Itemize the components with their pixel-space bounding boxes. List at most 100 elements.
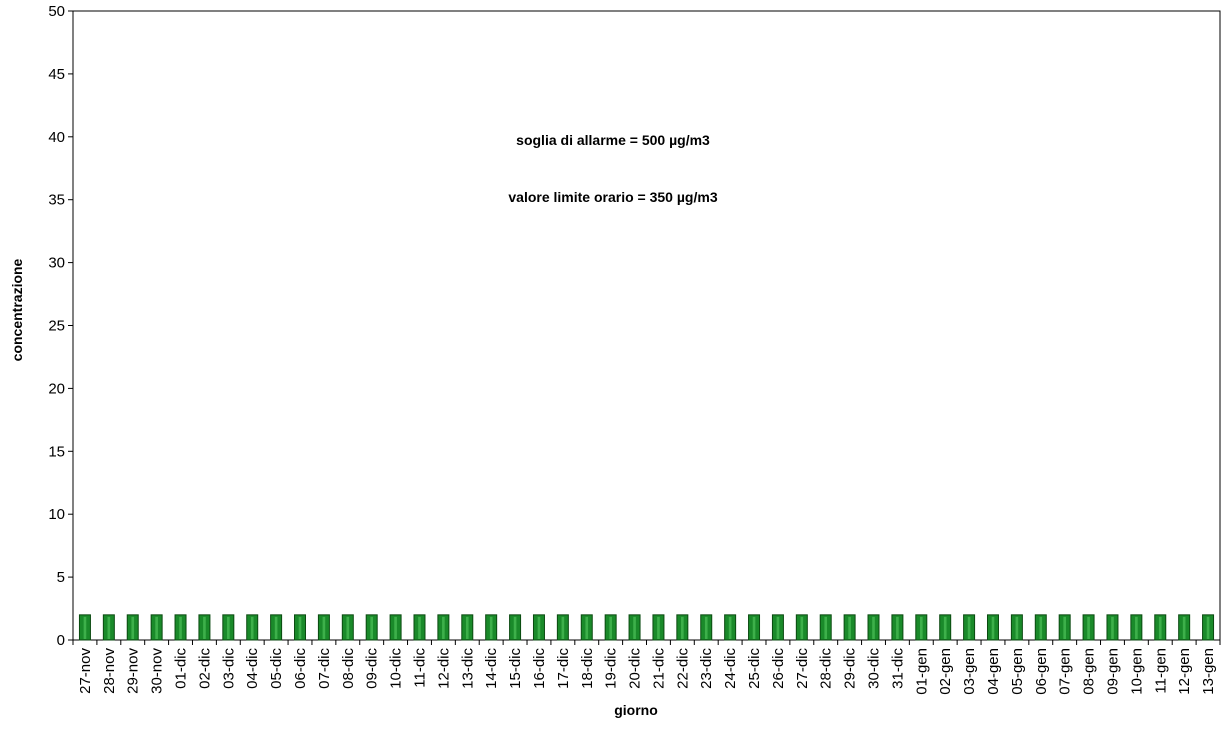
bar-highlight (848, 616, 851, 639)
x-tick-label: 28-dic (818, 648, 835, 689)
x-tick-label: 08-gen (1081, 648, 1098, 695)
x-tick-label: 07-gen (1057, 648, 1074, 695)
x-axis-title: giorno (614, 702, 658, 718)
x-tick-label: 15-dic (507, 648, 524, 689)
bar-highlight (919, 616, 923, 639)
bar-highlight (83, 616, 87, 639)
bar-highlight (776, 616, 780, 639)
x-tick-label: 06-dic (292, 648, 309, 689)
bar-highlight (1063, 616, 1066, 639)
bar-highlight (1206, 616, 1210, 639)
bar-highlight (227, 616, 230, 639)
x-tick-label: 19-dic (603, 648, 620, 689)
bar-highlight (370, 616, 374, 639)
x-tick-label: 16-dic (531, 648, 548, 689)
bar-highlight (800, 616, 804, 639)
bar-highlight (609, 616, 612, 639)
x-tick-label: 03-gen (961, 648, 978, 695)
x-tick-label: 12-gen (1176, 648, 1193, 695)
bar-highlight (298, 616, 302, 639)
bar-highlight (704, 616, 708, 639)
x-tick-label: 08-dic (340, 648, 357, 689)
y-tick-label: 10 (48, 506, 65, 523)
y-tick-label: 35 (48, 192, 65, 209)
x-tick-label: 03-dic (220, 648, 237, 689)
bar-highlight (537, 616, 541, 639)
bar-highlight (489, 616, 493, 639)
bar-highlight (442, 616, 445, 639)
x-tick-label: 29-dic (842, 648, 859, 689)
bar-highlight (1135, 616, 1138, 639)
annotation-hourly-limit: valore limite orario = 350 µg/m3 (508, 189, 717, 205)
bar-highlight (991, 616, 995, 639)
bar-highlight (561, 616, 565, 639)
x-tick-label: 11-dic (411, 648, 428, 688)
bar-highlight (322, 616, 326, 639)
x-tick-label: 28-nov (101, 648, 118, 694)
bars-group (78, 614, 1215, 641)
bar-highlight (179, 616, 182, 639)
x-tick-label: 05-gen (1009, 648, 1026, 695)
bar-highlight (346, 616, 350, 639)
x-tick-label: 21-dic (650, 648, 667, 689)
x-tick-label: 22-dic (674, 648, 691, 689)
x-tick-label: 02-gen (937, 648, 954, 695)
bar-highlight (967, 616, 971, 639)
y-tick-label: 50 (48, 3, 65, 20)
plot-frame (72, 10, 1221, 641)
x-tick-label: 12-dic (435, 648, 452, 689)
bar-highlight (752, 616, 756, 639)
bar-highlight (203, 616, 206, 639)
x-tick-label: 13-gen (1200, 648, 1217, 695)
bar-highlight (1111, 616, 1114, 639)
plot-area (72, 10, 1221, 641)
x-tick-label: 04-dic (244, 648, 261, 689)
x-tick-label: 29-nov (125, 648, 142, 694)
x-tick-label: 01-dic (173, 648, 190, 689)
x-tick-label: 05-dic (268, 648, 285, 689)
x-tick-label: 26-dic (770, 648, 787, 689)
bar-highlight (394, 616, 397, 639)
bar-highlight (728, 616, 732, 639)
x-tick-label: 06-gen (1033, 648, 1050, 695)
bar-highlight (274, 616, 278, 639)
x-axis: 27-nov 28-nov 29-nov 30-nov 01-dic 02-dic 03-d… (72, 640, 1221, 695)
x-tick-label: 09-gen (1104, 648, 1121, 695)
x-tick-label: 20-dic (627, 648, 644, 689)
bar-highlight (872, 616, 875, 639)
bar-highlight (943, 616, 947, 639)
bar-highlight (465, 616, 469, 639)
y-tick-label: 20 (48, 380, 65, 397)
y-tick-label: 15 (48, 443, 65, 460)
x-tick-label: 01-gen (913, 648, 930, 695)
x-tick-label: 17-dic (555, 648, 572, 689)
x-tick-label: 10-dic (388, 648, 405, 689)
x-tick-label: 18-dic (579, 648, 596, 689)
x-tick-label: 25-dic (746, 648, 763, 689)
x-tick-label: 07-dic (316, 648, 333, 689)
y-tick-label: 45 (48, 66, 65, 83)
bar-highlight (155, 616, 158, 639)
y-tick-label: 40 (48, 129, 65, 146)
x-tick-label: 23-dic (698, 648, 715, 689)
x-tick-label: 31-dic (889, 648, 906, 689)
bar-highlight (107, 616, 111, 639)
bar-highlight (131, 616, 135, 639)
bar-highlight (824, 616, 828, 639)
x-tick-label: 30-dic (866, 648, 883, 689)
y-axis-title: concentrazione (9, 258, 25, 361)
y-tick-label: 5 (57, 569, 65, 586)
bar-highlight (513, 616, 517, 639)
x-tick-label: 24-dic (722, 648, 739, 689)
x-tick-label: 04-gen (985, 648, 1002, 695)
x-tick-label: 27-nov (77, 648, 94, 694)
x-tick-label: 30-nov (149, 648, 166, 694)
y-tick-label: 0 (57, 632, 65, 649)
y-axis: 0 5 10 15 20 25 30 35 40 45 50 (48, 3, 73, 649)
x-tick-label: 27-dic (794, 648, 811, 689)
bar-highlight (1015, 616, 1019, 639)
bar-highlight (1087, 616, 1090, 639)
y-tick-label: 30 (48, 255, 65, 272)
